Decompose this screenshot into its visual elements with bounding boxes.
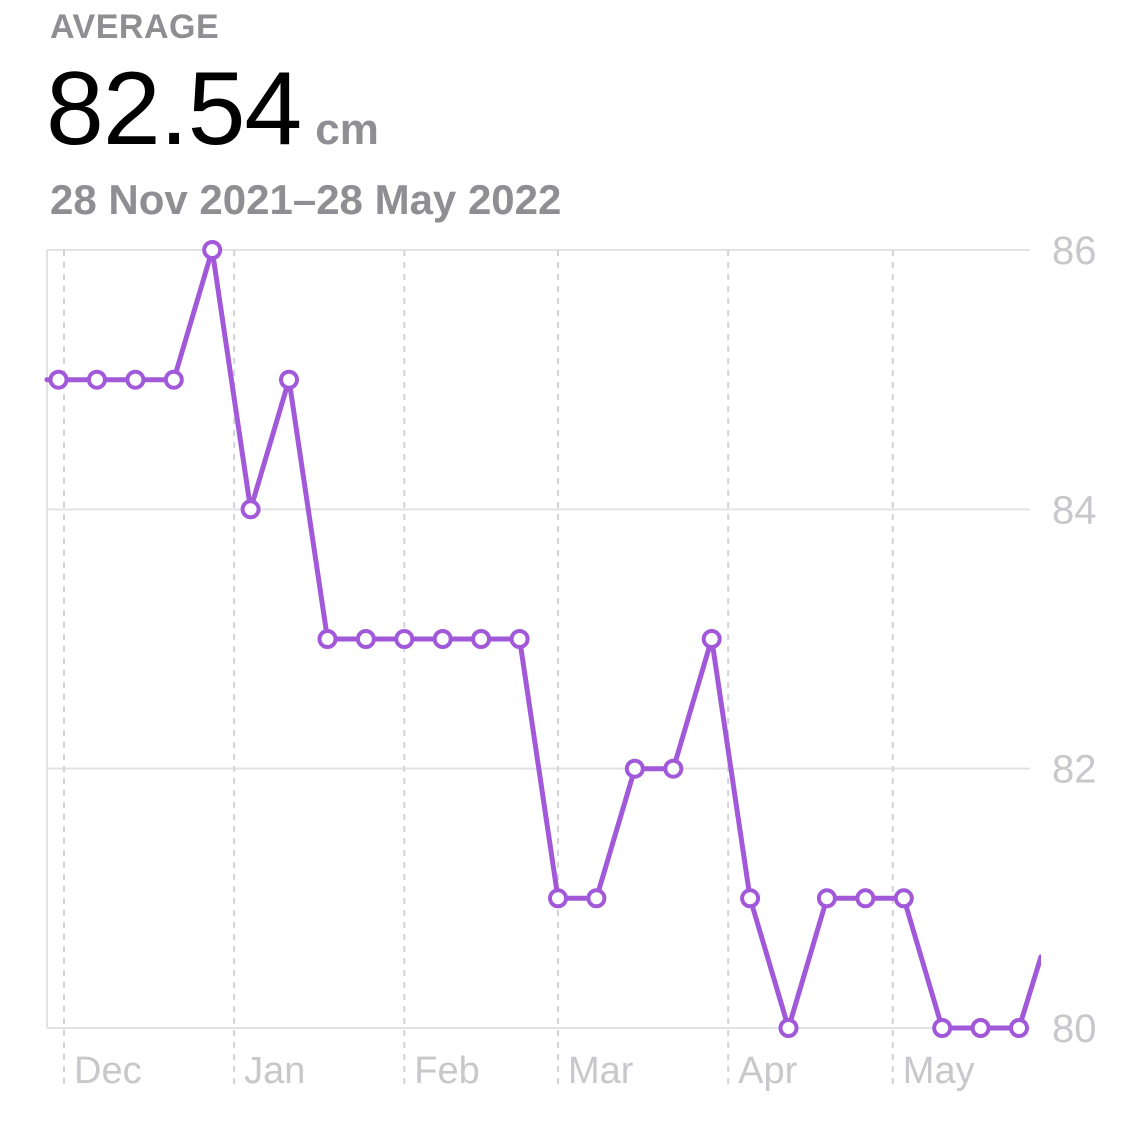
y-tick-label: 80 (1052, 1007, 1097, 1051)
series-group (44, 240, 1041, 1038)
data-point (893, 888, 914, 909)
data-point (816, 888, 837, 909)
x-tick-label: Jan (244, 1050, 305, 1092)
y-tick-label: 84 (1052, 488, 1097, 532)
data-point (317, 629, 338, 649)
data-point (432, 629, 453, 649)
data-point (586, 888, 607, 909)
data-point (125, 369, 146, 390)
data-point (86, 369, 107, 390)
date-range: 28 Nov 2021–28 May 2022 (50, 176, 562, 223)
series-line (44, 247, 1041, 1031)
metric-label: AVERAGE (50, 8, 220, 46)
data-point (855, 888, 876, 909)
x-tick-label: Mar (568, 1050, 634, 1092)
data-point (48, 369, 69, 390)
data-point (740, 888, 761, 909)
data-point (279, 369, 299, 390)
data-point (663, 758, 684, 779)
x-tick-label: Dec (74, 1050, 142, 1092)
data-point (163, 369, 184, 390)
data-point (240, 499, 261, 520)
data-point (355, 629, 376, 649)
data-point (548, 888, 568, 909)
y-tick-label: 82 (1052, 748, 1097, 792)
x-tick-label: May (903, 1050, 975, 1092)
y-tick-label: 86 (1052, 229, 1097, 273)
data-point (932, 1018, 953, 1038)
data-point (1009, 1018, 1029, 1038)
data-point (701, 629, 722, 649)
x-tick-label: Feb (414, 1050, 479, 1092)
data-point (778, 1018, 799, 1038)
average-value: 82.54 (46, 51, 302, 167)
data-point (471, 629, 492, 649)
data-point (624, 758, 645, 779)
average-value-row: 82.54 cm (46, 50, 379, 169)
data-point (970, 1018, 991, 1038)
data-point (202, 240, 223, 260)
data-point (509, 629, 530, 649)
x-tick-label: Apr (738, 1050, 797, 1092)
average-unit: cm (315, 105, 379, 154)
data-point (394, 629, 415, 649)
